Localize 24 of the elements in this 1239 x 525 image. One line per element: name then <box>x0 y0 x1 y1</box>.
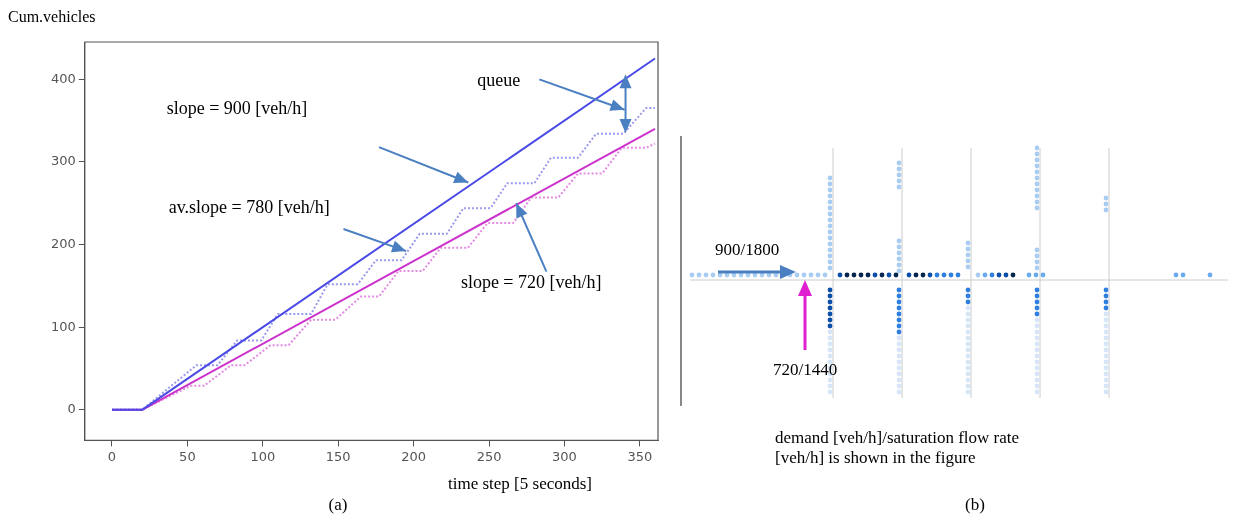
text: demand [veh/h]/saturation flow rate [veh/h] is shown in the figure <box>775 428 1021 468</box>
text: (a) <box>327 495 349 515</box>
y-tick-label: 400 <box>50 70 76 86</box>
y-tick-label: 300 <box>50 153 76 169</box>
x-tick-label: 250 <box>476 448 502 464</box>
x-tick-label: 100 <box>250 448 276 464</box>
annotation: slope = 900 [veh/h] <box>166 98 308 119</box>
x-tick-label: 0 <box>107 448 117 464</box>
x-tick-label: 50 <box>179 448 196 464</box>
y-tick-label: 200 <box>50 235 76 251</box>
x-tick-label: 350 <box>627 448 653 464</box>
text: 720/1440 <box>773 360 838 380</box>
annotation: slope = 720 [veh/h] <box>460 272 602 293</box>
y-tick-label: 100 <box>50 318 76 334</box>
x-tick-label: 200 <box>401 448 427 464</box>
text: (b) <box>965 495 985 515</box>
x-axis-title: time step [5 seconds] <box>448 474 592 494</box>
text: 900/1800 <box>715 240 780 260</box>
annotation: queue <box>477 70 521 91</box>
annotation: av.slope = 780 [veh/h] <box>168 196 330 217</box>
y-tick-label: 0 <box>67 401 76 417</box>
x-tick-label: 300 <box>552 448 577 464</box>
y-axis-title: Cum.vehicles <box>8 8 96 26</box>
x-tick-label: 150 <box>325 448 351 464</box>
